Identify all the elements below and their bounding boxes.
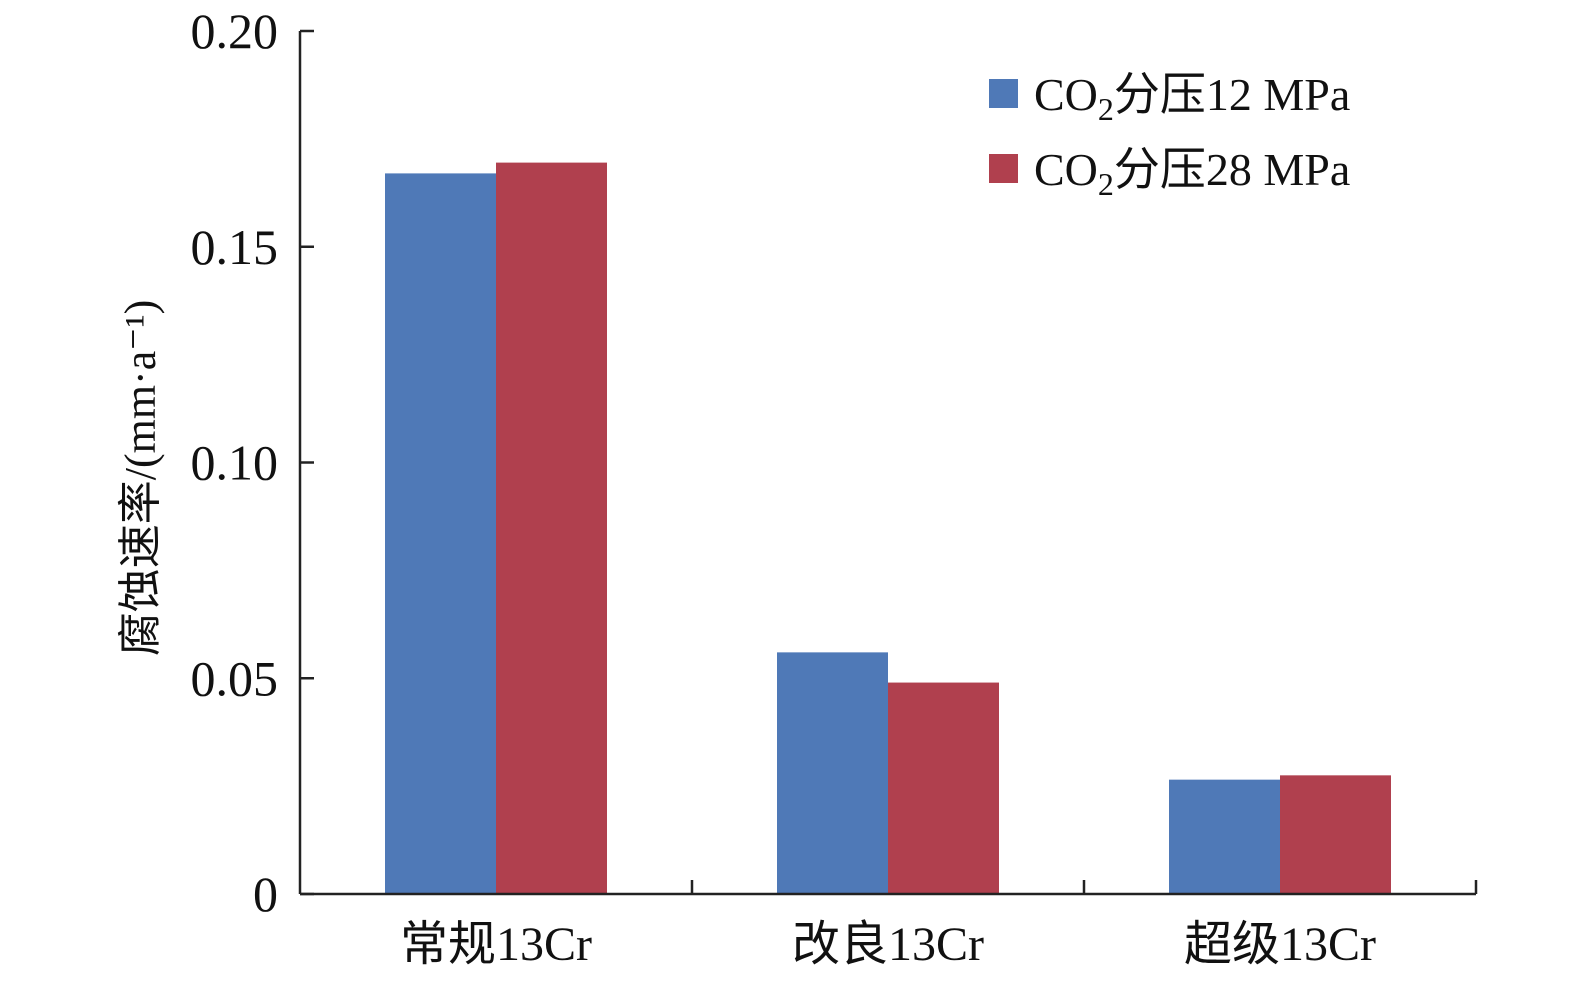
y-tick-label: 0.15 xyxy=(191,219,279,275)
y-tick-label: 0.10 xyxy=(191,435,279,491)
bar-1-3 xyxy=(1169,779,1280,894)
y-tick-label: 0.05 xyxy=(191,650,279,706)
bar-1-2 xyxy=(777,652,888,894)
x-tick-label: 改良13Cr xyxy=(792,918,984,971)
y-axis-title: 腐蚀速率/(mm·a⁻¹) xyxy=(116,300,165,657)
x-tick-label: 超级13Cr xyxy=(1184,918,1376,971)
legend-swatch xyxy=(989,79,1018,108)
y-tick-label: 0.20 xyxy=(191,3,279,59)
legend: CO2分压12 MPa CO2分压28 MPa xyxy=(989,69,1350,202)
y-axis-ticks: 0 0.05 0.10 0.15 0.20 xyxy=(191,3,314,922)
legend-label: CO2分压28 MPa xyxy=(1034,144,1350,202)
bars xyxy=(385,162,1391,895)
legend-swatch xyxy=(989,154,1018,183)
legend-label: CO2分压12 MPa xyxy=(1034,69,1350,127)
y-tick-label: 0 xyxy=(253,866,278,922)
x-tick-label: 常规13Cr xyxy=(400,918,592,971)
bar-1-1 xyxy=(385,173,496,894)
x-axis-ticks: 常规13Cr 改良13Cr 超级13Cr xyxy=(400,880,1478,971)
bar-2-1 xyxy=(496,162,607,895)
bar-2-2 xyxy=(888,682,999,894)
bar-2-3 xyxy=(1280,775,1391,894)
